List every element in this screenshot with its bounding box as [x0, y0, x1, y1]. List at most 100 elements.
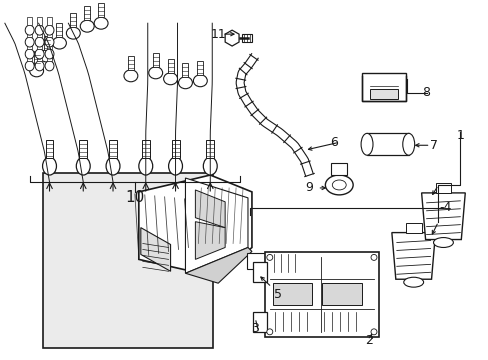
Ellipse shape [35, 49, 44, 59]
Ellipse shape [402, 133, 414, 155]
Text: 11: 11 [210, 28, 225, 41]
Bar [27, 53, 32, 61]
Bar [252, 262, 266, 282]
Text: -4: -4 [438, 201, 451, 214]
Text: 7: 7 [428, 139, 437, 152]
Polygon shape [195, 190, 224, 228]
Ellipse shape [76, 157, 90, 175]
Text: 1: 1 [455, 129, 463, 142]
Ellipse shape [139, 157, 152, 175]
Ellipse shape [94, 17, 108, 29]
Bar [366, 133, 408, 155]
Ellipse shape [25, 25, 34, 35]
Bar [152, 53, 158, 67]
Ellipse shape [25, 37, 34, 47]
Ellipse shape [66, 27, 80, 39]
Bar [109, 140, 117, 158]
Bar [246, 253, 264, 269]
Circle shape [266, 329, 272, 335]
Bar [331, 163, 346, 175]
Ellipse shape [35, 37, 44, 47]
Bar [167, 59, 173, 73]
Polygon shape [195, 222, 224, 260]
Ellipse shape [403, 277, 423, 287]
Text: 2: 2 [365, 334, 372, 347]
Circle shape [370, 329, 376, 335]
Ellipse shape [35, 61, 44, 71]
Bar [37, 41, 41, 49]
Bar [264, 252, 378, 337]
Polygon shape [185, 178, 247, 273]
Ellipse shape [123, 70, 138, 82]
Bar [37, 17, 41, 25]
Text: 8: 8 [422, 86, 430, 99]
Bar [37, 29, 41, 37]
Ellipse shape [52, 37, 66, 49]
Ellipse shape [45, 37, 54, 47]
Bar [46, 17, 51, 25]
Ellipse shape [332, 180, 346, 190]
Text: 6: 6 [330, 136, 338, 149]
Ellipse shape [106, 157, 120, 175]
Bar [46, 29, 51, 37]
Bar [242, 34, 251, 42]
Bar [272, 283, 312, 305]
Bar [79, 140, 87, 158]
Ellipse shape [80, 20, 94, 32]
Polygon shape [141, 228, 170, 271]
Ellipse shape [325, 175, 352, 195]
Bar [361, 73, 405, 100]
Ellipse shape [40, 50, 53, 62]
Ellipse shape [178, 77, 192, 89]
Bar [269, 252, 301, 274]
Circle shape [370, 255, 376, 260]
Text: 3: 3 [250, 322, 258, 336]
Bar [197, 61, 203, 75]
Ellipse shape [45, 49, 54, 59]
Ellipse shape [203, 157, 217, 175]
Bar [84, 6, 90, 20]
Ellipse shape [163, 73, 177, 85]
Polygon shape [421, 193, 464, 239]
Bar [27, 17, 32, 25]
Ellipse shape [193, 75, 207, 87]
Bar [405, 223, 421, 233]
Bar [70, 13, 76, 27]
Polygon shape [139, 175, 251, 277]
Ellipse shape [30, 65, 43, 77]
Ellipse shape [42, 157, 56, 175]
Bar [206, 140, 214, 158]
Bar [142, 140, 149, 158]
Ellipse shape [25, 49, 34, 59]
Bar [369, 89, 397, 99]
Bar [45, 140, 53, 158]
Bar [37, 53, 41, 61]
Text: 10: 10 [125, 190, 144, 205]
Bar [98, 3, 104, 17]
Ellipse shape [148, 67, 163, 79]
Bar [43, 36, 49, 50]
Bar [46, 53, 51, 61]
Ellipse shape [35, 25, 44, 35]
Polygon shape [224, 30, 239, 46]
Bar [46, 41, 51, 49]
Ellipse shape [45, 61, 54, 71]
Bar [43, 173, 213, 348]
Bar [252, 312, 266, 332]
Polygon shape [391, 233, 435, 279]
Bar [27, 41, 32, 49]
Circle shape [266, 255, 272, 260]
Text: 9: 9 [305, 181, 313, 194]
Ellipse shape [45, 25, 54, 35]
Bar [182, 63, 188, 77]
Ellipse shape [360, 133, 372, 155]
Bar [128, 56, 134, 70]
Ellipse shape [433, 238, 452, 247]
Polygon shape [185, 247, 251, 283]
Bar [322, 283, 361, 305]
Ellipse shape [168, 157, 182, 175]
Bar [435, 183, 450, 193]
Bar [171, 140, 179, 158]
Ellipse shape [25, 61, 34, 71]
Bar [34, 51, 40, 65]
